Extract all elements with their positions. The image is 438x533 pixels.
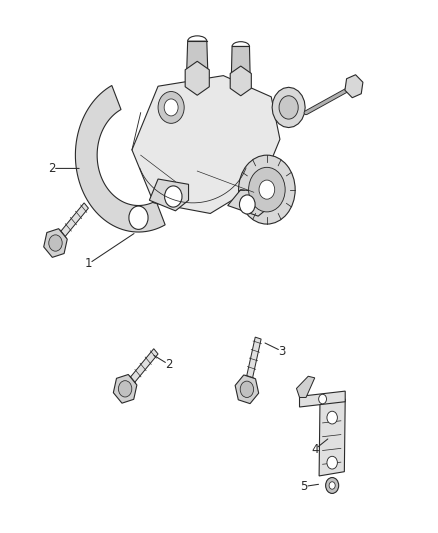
Polygon shape	[300, 391, 345, 407]
Polygon shape	[297, 376, 315, 398]
Polygon shape	[272, 87, 305, 127]
Polygon shape	[228, 190, 271, 216]
Text: 1: 1	[85, 257, 92, 270]
Polygon shape	[149, 179, 188, 211]
Circle shape	[158, 92, 184, 123]
Circle shape	[165, 186, 182, 207]
Circle shape	[129, 206, 148, 229]
Circle shape	[164, 99, 178, 116]
Polygon shape	[53, 203, 88, 246]
Text: 4: 4	[311, 443, 318, 456]
Circle shape	[327, 411, 337, 424]
Polygon shape	[235, 375, 259, 403]
Text: 3: 3	[279, 345, 286, 358]
Polygon shape	[230, 66, 251, 96]
Polygon shape	[319, 399, 345, 476]
Circle shape	[259, 180, 275, 199]
Polygon shape	[231, 46, 251, 84]
Circle shape	[240, 195, 255, 214]
Polygon shape	[345, 75, 363, 98]
Polygon shape	[113, 375, 137, 403]
Circle shape	[279, 96, 298, 119]
Polygon shape	[123, 349, 158, 391]
Circle shape	[319, 394, 326, 404]
Circle shape	[49, 235, 62, 251]
Circle shape	[239, 155, 295, 224]
Polygon shape	[186, 41, 208, 81]
Polygon shape	[75, 85, 165, 232]
Polygon shape	[185, 61, 209, 95]
Polygon shape	[44, 229, 67, 257]
Circle shape	[249, 167, 285, 212]
Text: 2: 2	[165, 358, 173, 371]
Circle shape	[118, 381, 132, 397]
Circle shape	[325, 478, 339, 494]
Text: 5: 5	[300, 480, 307, 493]
Polygon shape	[132, 76, 280, 214]
Polygon shape	[244, 337, 261, 390]
Text: 2: 2	[48, 162, 55, 175]
Circle shape	[240, 381, 254, 398]
Circle shape	[329, 482, 335, 489]
Circle shape	[327, 456, 337, 469]
